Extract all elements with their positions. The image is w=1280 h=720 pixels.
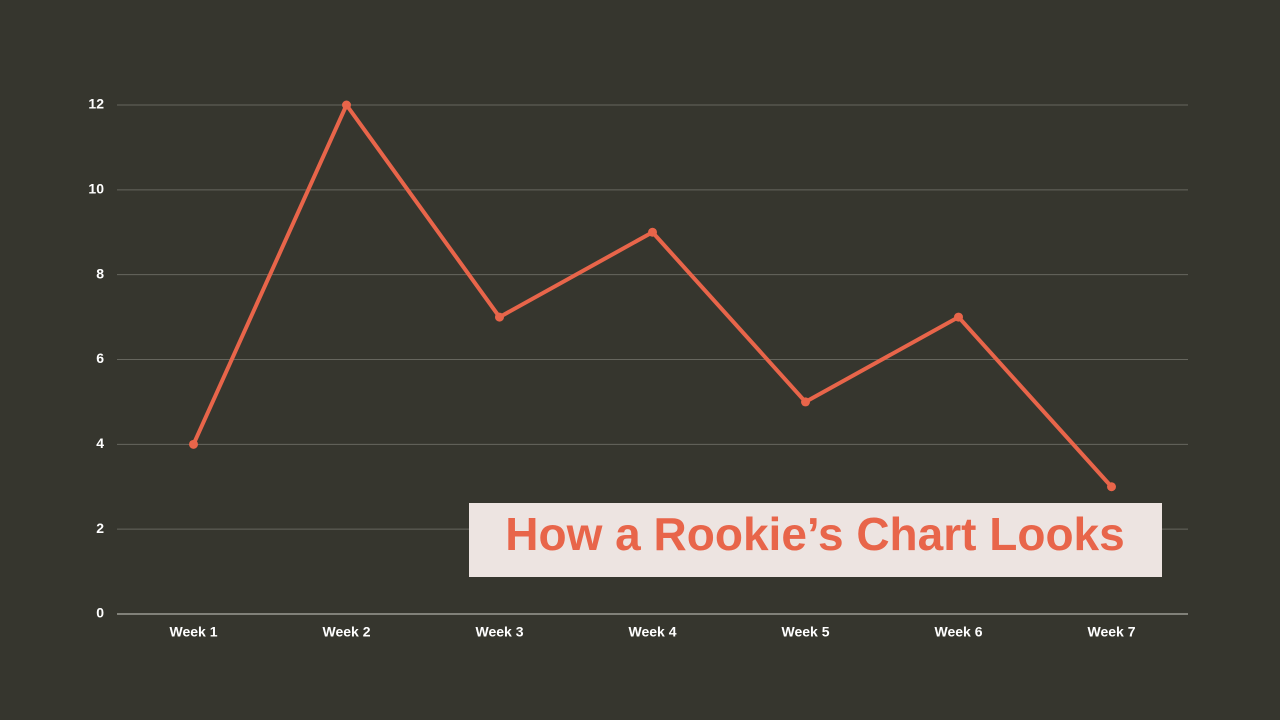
y-tick-label: 8 xyxy=(96,265,104,281)
data-point xyxy=(189,439,198,449)
x-tick-label: Week 2 xyxy=(323,624,371,640)
y-tick-label: 4 xyxy=(96,435,104,451)
x-tick-label: Week 5 xyxy=(782,624,830,640)
data-point xyxy=(801,397,810,407)
y-tick-label: 6 xyxy=(96,350,104,366)
data-point xyxy=(342,100,351,110)
x-tick-label: Week 1 xyxy=(170,624,218,640)
x-tick-label: Week 6 xyxy=(935,624,983,640)
data-point xyxy=(648,227,657,237)
y-tick-label: 0 xyxy=(96,605,104,621)
data-point xyxy=(1107,482,1116,492)
data-point xyxy=(495,312,504,322)
x-tick-label: Week 3 xyxy=(476,624,524,640)
y-tick-label: 12 xyxy=(88,96,104,112)
data-point xyxy=(954,312,963,322)
y-tick-label: 2 xyxy=(96,520,104,536)
x-tick-label: Week 7 xyxy=(1088,624,1136,640)
y-tick-label: 10 xyxy=(88,181,104,197)
title-box xyxy=(469,503,1162,577)
chart-title: How a Rookie’s Chart Looks xyxy=(505,508,1124,560)
x-tick-label: Week 4 xyxy=(629,624,677,640)
